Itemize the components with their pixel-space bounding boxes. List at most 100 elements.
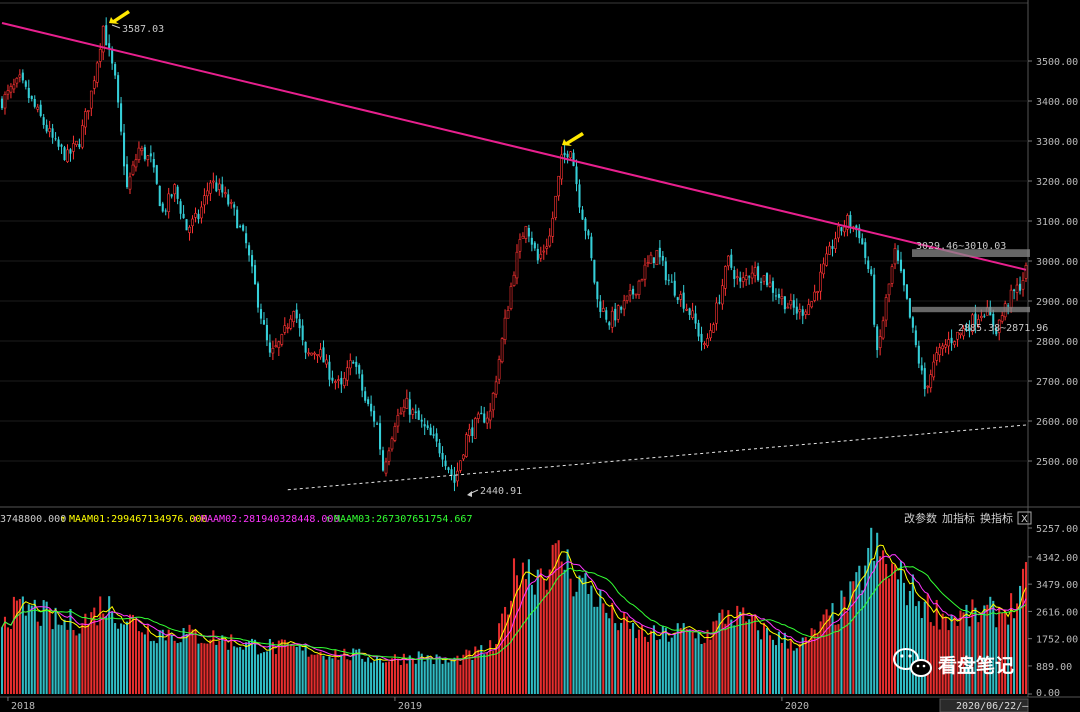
candle-body (864, 242, 867, 258)
volume-bar (87, 624, 90, 694)
volume-bar (795, 648, 798, 694)
candle-body (902, 269, 905, 286)
candle-body (337, 379, 340, 381)
volume-bar (837, 624, 840, 694)
candle-body (370, 403, 373, 412)
volume-bar (477, 649, 480, 694)
close-indicator-button[interactable]: X (1017, 511, 1032, 525)
candle-body (259, 309, 263, 319)
volume-bar (212, 630, 215, 694)
candle-body (313, 352, 316, 355)
volume-bar (96, 625, 99, 694)
candle-body (45, 124, 48, 132)
volume-bar (75, 635, 78, 694)
add-indicator-button[interactable]: 加指标 (942, 511, 975, 525)
volume-bar (867, 547, 870, 694)
volume-bar (325, 659, 328, 694)
candle-body (893, 248, 897, 265)
volume-bar (828, 615, 831, 694)
volume-tick-label: 4342.00 (1036, 553, 1078, 564)
volume-bar (599, 589, 602, 694)
volume-bar (807, 640, 810, 694)
candle-body (328, 361, 331, 380)
candle-body (753, 267, 757, 276)
candle-body (980, 315, 983, 319)
volume-bar (78, 633, 81, 694)
candle-body (786, 306, 790, 309)
volume-bar (608, 618, 611, 694)
candle-body (310, 352, 313, 356)
volume-bar (504, 606, 507, 694)
volume-bar (495, 644, 498, 694)
candle-body (929, 374, 933, 389)
high-2019-arrow-icon (562, 132, 584, 146)
volume-bar (968, 626, 971, 694)
volume-bar (453, 657, 456, 694)
swap-indicator-button[interactable]: 换指标 (980, 511, 1013, 525)
candle-body (274, 345, 278, 348)
volume-bar (236, 647, 239, 694)
volume-bar (256, 654, 260, 694)
volume-bar (899, 560, 903, 694)
candle-body (345, 367, 349, 381)
volume-bar (748, 619, 751, 694)
volume-bar (611, 602, 614, 694)
volume-bar (167, 629, 170, 694)
volume-bar (536, 569, 539, 694)
volume-bar (986, 604, 989, 694)
volume-bar (777, 631, 780, 694)
volume-axis: 5257.00 4342.00 3479.00 2616.00 1752.00 889.0… (1028, 524, 1078, 699)
candle-body (48, 128, 51, 132)
candle-body (111, 48, 114, 64)
candle-body (774, 295, 777, 297)
candle-body (771, 281, 775, 293)
volume-bar (768, 635, 772, 694)
candle-body (664, 261, 667, 281)
volume-bar (322, 655, 325, 694)
candle-body (497, 359, 501, 380)
candle-body (649, 254, 653, 264)
volume-bar (745, 621, 748, 694)
volume-bar (944, 616, 947, 694)
volume-bar (623, 612, 626, 694)
volume-bar (914, 606, 917, 694)
change-params-button[interactable]: 改参数 (904, 511, 937, 525)
candle-body (944, 344, 947, 348)
candle-body (554, 195, 558, 218)
candle-body (673, 280, 676, 296)
resistance-zone-label: 3029.46~3010.03 (916, 241, 1006, 252)
candle-body (331, 377, 334, 381)
candle-body (30, 95, 33, 100)
candle-body (512, 274, 516, 286)
volume-bar (367, 657, 370, 694)
volume-bar (15, 600, 18, 694)
volume-bar (176, 643, 179, 694)
candle-body (137, 147, 141, 161)
volume-bar (399, 664, 402, 694)
candle-body (459, 460, 462, 471)
candle-body (98, 49, 102, 62)
price-tick-label: 3100.00 (1036, 217, 1078, 228)
volume-bar (995, 627, 998, 694)
volume-bar (870, 527, 873, 694)
price-tick-label: 3200.00 (1036, 177, 1078, 188)
candle-body (614, 308, 617, 321)
candle-body (777, 294, 780, 298)
volume-bar (700, 643, 703, 694)
volume-bar (861, 590, 864, 694)
candle-body (959, 332, 962, 336)
volume-bar (542, 578, 545, 694)
volume-bar (93, 607, 96, 694)
candle-body (837, 225, 840, 239)
volume-bar (569, 578, 572, 694)
volume-bar (617, 630, 620, 694)
candle-body (212, 180, 215, 183)
candle-body (768, 282, 772, 287)
volume-bar (289, 645, 292, 694)
volume-bar (251, 638, 254, 694)
candle-body (628, 290, 632, 296)
volume-bar (370, 662, 373, 694)
candle-body (551, 217, 555, 237)
volume-bar (593, 606, 596, 694)
candle-body (977, 319, 980, 326)
